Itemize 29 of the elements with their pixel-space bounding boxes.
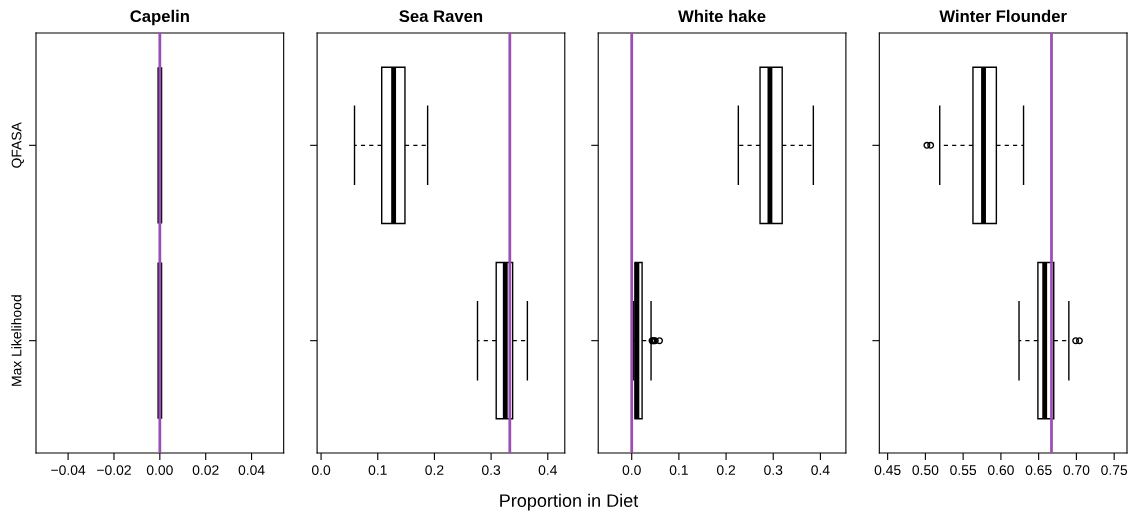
x-tick-label: 0.2: [425, 465, 444, 476]
x-tick-label: 0.3: [481, 465, 501, 476]
x-tick-label: −0.04: [51, 465, 86, 476]
chart-title: Capelin: [130, 9, 189, 26]
x-tick-label: 0.60: [987, 465, 1014, 476]
x-tick-label: 0.2: [716, 465, 736, 476]
x-tick-label: 0.45: [874, 465, 901, 476]
x-tick-label: 0.02: [192, 465, 219, 476]
x-tick-label: 0.1: [368, 465, 387, 476]
x-tick-label: 0.0: [311, 465, 331, 476]
x-tick-label: 0.04: [238, 465, 265, 476]
x-tick-label: 0.0: [622, 465, 641, 476]
chart-title: Sea Raven: [399, 10, 483, 23]
x-tick-label: 0.70: [1063, 465, 1090, 476]
x-tick-label: 0.55: [950, 465, 977, 476]
x-tick-label: 0.4: [811, 465, 830, 476]
x-tick-label: 0.4: [538, 465, 558, 476]
x-tick-label: 0.3: [764, 465, 783, 476]
x-axis-title: Proportion in Diet: [500, 493, 639, 511]
y-tick-label: QFASA: [11, 122, 24, 168]
y-tick-label: Max Likelihood: [11, 295, 22, 386]
x-tick-label: 0.50: [912, 465, 939, 476]
x-tick-label: 0.65: [1025, 465, 1052, 476]
x-tick-label: 0.75: [1101, 465, 1128, 476]
x-tick-label: 0.1: [669, 465, 688, 476]
x-tick-label: 0.00: [146, 465, 173, 476]
chart-title: White hake: [678, 9, 766, 23]
chart-title: Winter Flounder: [939, 9, 1067, 23]
x-tick-label: −0.02: [97, 465, 131, 476]
